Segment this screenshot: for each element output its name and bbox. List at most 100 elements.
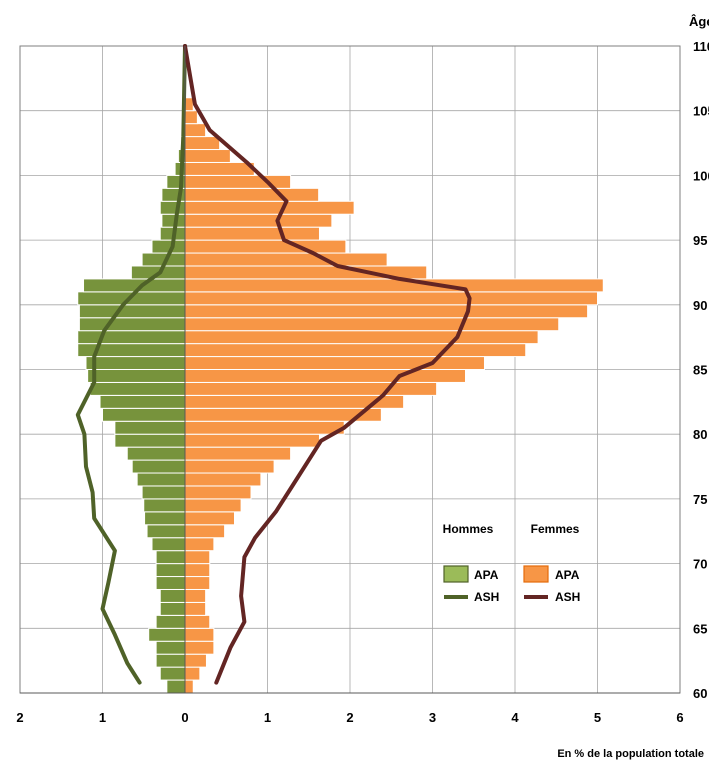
bar-men-apa <box>159 601 186 616</box>
bar-women-apa <box>184 537 215 552</box>
x-axis-caption: En % de la population totale <box>557 748 704 760</box>
bar-women-apa <box>184 511 235 526</box>
legend-label-women-ash: ASH <box>555 590 580 604</box>
bars <box>77 97 604 694</box>
bar-men-apa <box>87 369 186 383</box>
bar-men-apa <box>143 498 186 513</box>
y-tick-label: 95 <box>693 233 707 248</box>
legend: Hommes Femmes APA ASH APA ASH <box>443 522 581 604</box>
bar-men-apa <box>144 511 186 526</box>
x-tick-label: 0 <box>181 710 188 725</box>
bar-men-apa <box>151 537 186 552</box>
bar-women-apa <box>184 97 194 112</box>
bar-men-apa <box>159 666 186 681</box>
y-tick-label: 85 <box>693 363 707 378</box>
bar-women-apa <box>184 601 207 616</box>
bar-men-apa <box>99 394 186 409</box>
legend-label-men-ash: ASH <box>474 590 499 604</box>
bar-men-apa <box>102 407 186 422</box>
y-tick-label: 65 <box>693 621 707 636</box>
bar-men-apa <box>155 614 186 629</box>
bar-women-apa <box>184 498 242 513</box>
legend-label-men-apa: APA <box>474 568 499 582</box>
bar-women-apa <box>184 213 333 228</box>
bar-women-apa <box>184 200 355 215</box>
x-tick-label: 1 <box>264 710 271 725</box>
bar-men-apa <box>131 459 186 474</box>
legend-swatch-men-apa <box>443 565 469 583</box>
bar-men-apa <box>114 433 186 448</box>
bar-women-apa <box>184 576 211 590</box>
bar-men-apa <box>155 550 186 565</box>
bar-women-apa <box>184 187 320 202</box>
bar-men-apa <box>114 420 186 435</box>
bar-men-apa <box>155 653 186 668</box>
line-men-ash <box>75 44 187 685</box>
bar-women-apa <box>184 459 275 474</box>
y-tick-label: 105 <box>693 104 709 119</box>
bar-men-apa <box>78 304 186 319</box>
legend-header-men: Hommes <box>443 522 494 536</box>
bar-women-apa <box>184 666 201 681</box>
bar-women-apa <box>184 278 604 293</box>
line-women-ash <box>183 44 472 685</box>
y-tick-label: 70 <box>693 557 707 572</box>
bar-women-apa <box>184 381 438 396</box>
y-axis-title: Âge <box>689 14 709 29</box>
bar-women-apa <box>184 446 292 461</box>
bar-men-apa <box>155 563 186 578</box>
bar-women-apa <box>184 123 207 138</box>
x-tick-label: 6 <box>676 710 683 725</box>
bar-men-apa <box>89 381 186 396</box>
bar-women-apa <box>184 149 231 163</box>
bar-women-apa <box>184 174 292 189</box>
x-tick-label: 1 <box>99 710 106 725</box>
bar-women-apa <box>184 524 226 539</box>
y-tick-label: 60 <box>693 686 707 701</box>
bar-women-apa <box>184 110 198 125</box>
y-tick-label: 100 <box>693 168 709 183</box>
bar-women-apa <box>184 291 598 306</box>
axes <box>20 46 680 694</box>
x-tick-label: 4 <box>511 710 519 725</box>
tick-labels: 2 1 0 1 2 3 4 5 6 60 65 70 75 80 85 90 95 100 105 110 <box>16 39 709 725</box>
bar-men-apa <box>126 446 186 461</box>
ash-lines <box>75 44 472 685</box>
y-tick-label: 75 <box>693 492 707 507</box>
bar-men-apa <box>146 524 186 539</box>
bar-women-apa <box>184 433 320 448</box>
bar-women-apa <box>184 588 207 603</box>
x-tick-label: 3 <box>429 710 436 725</box>
bar-men-apa <box>155 640 186 655</box>
bar-women-apa <box>184 679 194 694</box>
bar-women-apa <box>184 485 252 500</box>
bar-women-apa <box>184 369 466 383</box>
bar-women-apa <box>184 472 262 487</box>
x-tick-label: 2 <box>346 710 353 725</box>
bar-women-apa <box>184 252 388 267</box>
legend-label-women-apa: APA <box>555 568 580 582</box>
bar-women-apa <box>184 239 347 254</box>
y-tick-label: 90 <box>693 298 707 313</box>
bar-women-apa <box>184 420 345 435</box>
y-tick-label: 80 <box>693 427 707 442</box>
bar-men-apa <box>148 627 186 642</box>
x-tick-label: 2 <box>16 710 23 725</box>
bar-men-apa <box>78 317 186 332</box>
y-tick-label: 110 <box>693 39 709 54</box>
bar-women-apa <box>184 330 539 345</box>
bar-men-apa <box>159 200 186 215</box>
bar-women-apa <box>184 550 211 565</box>
legend-swatch-women-apa <box>523 565 549 583</box>
legend-header-women: Femmes <box>531 522 580 536</box>
bar-women-apa <box>184 161 255 176</box>
bar-women-apa <box>184 563 211 578</box>
bar-women-apa <box>184 343 527 358</box>
x-tick-label: 5 <box>594 710 601 725</box>
bar-women-apa <box>184 640 215 655</box>
bar-women-apa <box>184 627 215 642</box>
bar-women-apa <box>184 304 589 319</box>
bar-men-apa <box>141 485 186 500</box>
bar-men-apa <box>83 278 186 293</box>
